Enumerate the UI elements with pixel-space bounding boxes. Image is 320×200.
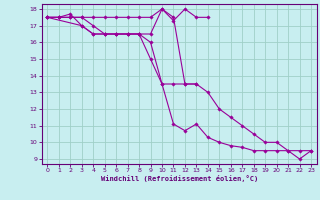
X-axis label: Windchill (Refroidissement éolien,°C): Windchill (Refroidissement éolien,°C) — [100, 175, 258, 182]
